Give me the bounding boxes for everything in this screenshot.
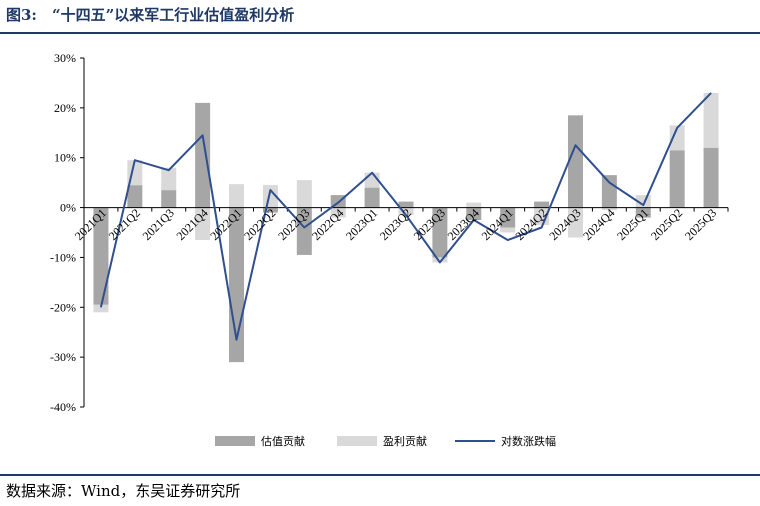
x-tick-label-2024Q4: 2024Q4 bbox=[580, 206, 617, 243]
bar-valuation-2023Q1 bbox=[364, 187, 380, 208]
x-tick-label-2023Q1: 2023Q1 bbox=[343, 206, 380, 243]
x-tick-label-2025Q2: 2025Q2 bbox=[648, 206, 685, 243]
bar-earnings-2021Q4 bbox=[195, 207, 211, 240]
bar-earnings-2023Q4 bbox=[466, 202, 482, 208]
y-tick-label: -30% bbox=[50, 350, 76, 364]
bar-valuation-2024Q3 bbox=[567, 115, 583, 208]
y-tick-label: -40% bbox=[50, 400, 76, 414]
bar-earnings-2022Q3 bbox=[296, 180, 312, 208]
bar-earnings-2021Q1 bbox=[93, 304, 109, 313]
y-tick-label: 20% bbox=[54, 101, 76, 115]
y-tick-label: -20% bbox=[50, 300, 76, 314]
bar-valuation-2021Q3 bbox=[161, 190, 177, 208]
axes-group: 30% 20% 10% 0% -10% -20% -30% -40% bbox=[50, 51, 729, 414]
legend-earnings: 盈利贡献 bbox=[337, 434, 427, 448]
bar-valuation-2022Q3 bbox=[296, 207, 312, 255]
bar-earnings-2024Q4 bbox=[601, 207, 617, 211]
bar-valuation-2024Q2 bbox=[534, 201, 550, 208]
bar-valuation-2021Q4 bbox=[195, 102, 211, 208]
y-tick-label: 30% bbox=[54, 51, 76, 65]
y-tick-label: 10% bbox=[54, 151, 76, 165]
bar-valuation-2024Q4 bbox=[601, 175, 617, 208]
bar-earnings-2023Q3 bbox=[432, 257, 448, 263]
bar-earnings-2021Q3 bbox=[161, 167, 177, 191]
legend-log-return-label: 对数涨跌幅 bbox=[501, 434, 556, 448]
legend-valuation-swatch bbox=[215, 436, 255, 446]
source-note: 数据来源：Wind，东吴证券研究所 bbox=[6, 482, 241, 500]
title-rule bbox=[0, 32, 760, 34]
bar-valuation-2021Q1 bbox=[93, 207, 109, 305]
legend-valuation: 估值贡献 bbox=[215, 434, 305, 448]
legend-valuation-label: 估值贡献 bbox=[261, 434, 305, 448]
bar-earnings-2022Q2 bbox=[262, 185, 278, 208]
bar-valuation-2022Q2 bbox=[262, 207, 278, 213]
legend: 估值贡献 盈利贡献 对数涨跌幅 bbox=[215, 434, 556, 448]
source-rule bbox=[0, 474, 760, 476]
bar-earnings-2025Q2 bbox=[669, 125, 685, 151]
bar-valuation-2023Q4 bbox=[466, 207, 482, 221]
x-tick-label-2025Q1: 2025Q1 bbox=[614, 206, 651, 243]
bar-valuation-2023Q3 bbox=[432, 207, 448, 258]
bar-valuation-2025Q3 bbox=[703, 147, 719, 208]
bar-valuation-2025Q2 bbox=[669, 150, 685, 208]
bar-earnings-2022Q4 bbox=[330, 207, 346, 218]
legend-earnings-label: 盈利贡献 bbox=[383, 434, 427, 448]
bar-earnings-2022Q1 bbox=[229, 184, 245, 208]
x-tick-label-2021Q2: 2021Q2 bbox=[106, 206, 143, 243]
bar-earnings-2024Q1 bbox=[500, 227, 516, 233]
figure-title: 图3: “十四五”以来军工行业估值盈利分析 bbox=[6, 6, 295, 24]
x-tick-label-2023Q4: 2023Q4 bbox=[445, 206, 482, 243]
y-tick-label: 0% bbox=[60, 201, 76, 215]
x-tick-label-2023Q2: 2023Q2 bbox=[377, 206, 414, 243]
bar-earnings-2023Q2 bbox=[398, 207, 414, 216]
line-group bbox=[99, 92, 712, 341]
legend-log-return: 对数涨跌幅 bbox=[455, 434, 556, 448]
x-tick-label-2025Q3: 2025Q3 bbox=[682, 206, 719, 243]
bar-valuation-2023Q2 bbox=[398, 201, 414, 208]
legend-earnings-swatch bbox=[337, 436, 377, 446]
chart-canvas: 30% 20% 10% 0% -10% -20% -30% -40% 2021Q12021Q2… bbox=[50, 51, 729, 448]
bar-valuation-2021Q2 bbox=[127, 185, 143, 208]
bar-earnings-2024Q3 bbox=[567, 207, 583, 238]
bar-valuation-2025Q1 bbox=[635, 207, 651, 218]
y-tick-label: -10% bbox=[50, 250, 76, 264]
bar-valuation-2024Q1 bbox=[500, 207, 516, 228]
x-tick-label-2021Q3: 2021Q3 bbox=[140, 206, 177, 243]
bar-earnings-2025Q3 bbox=[703, 92, 719, 148]
x-tick-labels: 2021Q12021Q22021Q32021Q42022Q12022Q22022… bbox=[72, 206, 719, 243]
